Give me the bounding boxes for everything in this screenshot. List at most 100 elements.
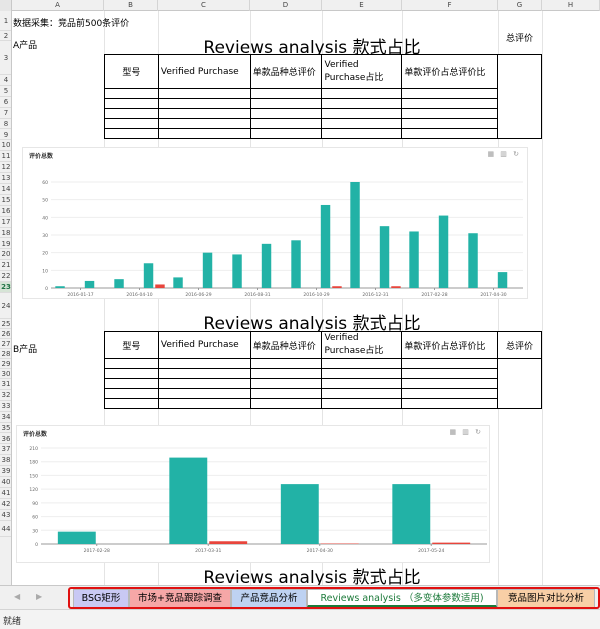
- row-header-16[interactable]: 16: [0, 206, 11, 217]
- column-header-b[interactable]: B: [104, 0, 158, 11]
- header-total[interactable]: 总评价: [497, 34, 542, 139]
- y-tick-label: 60: [42, 180, 48, 186]
- reviews-table-a[interactable]: 型号 Verified Purchase 单款品种总评价 Verified Pur…: [104, 34, 542, 139]
- tab-market-tracking[interactable]: 市场+竞品跟踪调查: [129, 589, 231, 607]
- y-tick-label: 120: [29, 487, 38, 493]
- product-b-label[interactable]: B产品: [13, 345, 38, 355]
- row-header-3[interactable]: 3: [0, 41, 11, 75]
- chart-a-toolbox-icons[interactable]: ▦ ▥ ↻: [487, 150, 521, 158]
- row-header-5[interactable]: 5: [0, 86, 11, 97]
- column-header-d[interactable]: D: [250, 0, 322, 11]
- x-tick-label: 2016-06-29: [185, 292, 211, 298]
- section-title-c[interactable]: Reviews analysis 款式占比: [203, 568, 421, 588]
- reviews-table-b[interactable]: 型号 Verified Purchase 单款品种总评价 Verified Pur…: [104, 331, 542, 409]
- row-header-2[interactable]: 2: [0, 31, 11, 41]
- row-header-7[interactable]: 7: [0, 108, 11, 119]
- row-header-12[interactable]: 12: [0, 163, 11, 174]
- row-header-25[interactable]: 25: [0, 320, 11, 329]
- column-header-c[interactable]: C: [158, 0, 250, 11]
- y-tick-label: 0: [45, 286, 48, 292]
- row-header-21[interactable]: 21: [0, 261, 11, 272]
- next-sheet-arrow-icon[interactable]: ▶: [36, 592, 43, 601]
- chart-a-plot: 0 10 20 30 40 50 60 2016-01-17 2016-04-10 2016-06…: [42, 180, 523, 298]
- reviews-bar-chart-b[interactable]: 评价总数 ▦ ▥ ↻ 0 30 60 90 120 150 180 210 2017-02-28…: [16, 425, 490, 563]
- reviews-bar-chart-a[interactable]: 评价总数 ▦ ▥ ↻ 0 10 20 30 40 50 60 2016-01-17 2016-0…: [22, 147, 528, 299]
- row-header-11[interactable]: 11: [0, 152, 11, 163]
- header-total[interactable]: 总评价: [497, 331, 542, 359]
- y-tick-label: 40: [42, 215, 48, 221]
- header-verified-ratio[interactable]: Verified Purchase占比: [321, 331, 403, 359]
- review-count-bar: [468, 233, 478, 288]
- row-header-6[interactable]: 6: [0, 97, 11, 108]
- row-header-33[interactable]: 33: [0, 401, 11, 412]
- row-header-15[interactable]: 15: [0, 195, 11, 206]
- review-count-bar: [291, 240, 301, 288]
- row-header-18[interactable]: 18: [0, 228, 11, 239]
- chart-b-toolbox-icons[interactable]: ▦ ▥ ↻: [449, 428, 483, 436]
- row-header-29[interactable]: 29: [0, 360, 11, 369]
- row-header-14[interactable]: 14: [0, 185, 11, 195]
- row-header-4[interactable]: 4: [0, 75, 11, 86]
- y-tick-label: 20: [42, 251, 48, 257]
- row-header-41[interactable]: 41: [0, 489, 11, 499]
- product-a-label[interactable]: A产品: [13, 41, 38, 51]
- row-header-27[interactable]: 27: [0, 340, 11, 349]
- row-header-35[interactable]: 35: [0, 423, 11, 434]
- row-header-20[interactable]: 20: [0, 250, 11, 261]
- row-header-8[interactable]: 8: [0, 119, 11, 130]
- header-model[interactable]: 型号: [104, 331, 159, 359]
- select-all-corner[interactable]: [0, 0, 12, 11]
- negative-review-bar: [432, 542, 471, 544]
- column-header-a[interactable]: A: [12, 0, 104, 11]
- row-header-31[interactable]: 31: [0, 380, 11, 390]
- row-header-39[interactable]: 39: [0, 467, 11, 478]
- column-header-f[interactable]: F: [402, 0, 498, 11]
- row-header-9[interactable]: 9: [0, 130, 11, 141]
- row-header-24[interactable]: 24: [0, 293, 11, 319]
- row-header-44[interactable]: 44: [0, 521, 11, 537]
- tab-image-comparison[interactable]: 竞品图片对比分析: [497, 589, 595, 607]
- row-header-17[interactable]: 17: [0, 217, 11, 228]
- row-header-26[interactable]: 26: [0, 330, 11, 339]
- section-title-b[interactable]: Reviews analysis 款式占比: [203, 314, 421, 334]
- row-header-42[interactable]: 42: [0, 499, 11, 510]
- header-review-ratio[interactable]: 单款评价占总评价比: [401, 54, 499, 89]
- header-total-reviews[interactable]: 单款品种总评价: [249, 54, 323, 89]
- row-header-38[interactable]: 38: [0, 456, 11, 467]
- tab-product-analysis[interactable]: 产品竞品分析: [231, 589, 307, 607]
- header-review-ratio[interactable]: 单款评价占总评价比: [401, 331, 499, 359]
- prev-sheet-arrow-icon[interactable]: ◀: [14, 592, 21, 601]
- column-header-e[interactable]: E: [322, 0, 402, 11]
- x-tick-label: 2017-05-24: [418, 548, 444, 554]
- header-verified-ratio[interactable]: Verified Purchase占比: [321, 54, 403, 89]
- row-header-28[interactable]: 28: [0, 350, 11, 359]
- row-header-40[interactable]: 40: [0, 478, 11, 488]
- header-verified[interactable]: Verified Purchase: [157, 331, 251, 359]
- row-header-32[interactable]: 32: [0, 390, 11, 401]
- section-title-a[interactable]: Reviews analysis 款式占比: [203, 38, 421, 58]
- row-header-13[interactable]: 13: [0, 174, 11, 184]
- column-header-h[interactable]: H: [542, 0, 600, 11]
- data-collection-note[interactable]: 数据采集：竞品前500条评价: [13, 19, 130, 29]
- review-count-bar: [143, 263, 154, 288]
- row-header-1[interactable]: 1: [0, 11, 11, 31]
- row-header-37[interactable]: 37: [0, 445, 11, 456]
- row-header-43[interactable]: 43: [0, 510, 11, 521]
- row-header-36[interactable]: 36: [0, 434, 11, 445]
- tab-bsg-matrix[interactable]: BSG矩形: [73, 589, 129, 607]
- header-total-reviews[interactable]: 单款品种总评价: [249, 331, 323, 359]
- row-header-19[interactable]: 19: [0, 239, 11, 250]
- row-header-23[interactable]: 23: [0, 282, 11, 293]
- review-count-bar: [280, 484, 319, 544]
- tab-reviews-analysis[interactable]: Reviews analysis （多变体参数适用): [307, 589, 497, 607]
- row-header-30[interactable]: 30: [0, 370, 11, 379]
- row-header-10[interactable]: 10: [0, 141, 11, 152]
- worksheet-grid[interactable]: 数据采集：竞品前500条评价 Reviews analysis 款式占比 A产品…: [12, 11, 600, 589]
- row-header-22[interactable]: 22: [0, 272, 11, 283]
- column-header-g[interactable]: G: [498, 0, 542, 11]
- header-verified[interactable]: Verified Purchase: [157, 54, 251, 89]
- header-model[interactable]: 型号: [104, 54, 159, 89]
- row-header-34[interactable]: 34: [0, 412, 11, 423]
- row-header-bar: 1 2 3 4 5 6 7 8 9 10 11 12 13 14 15 16 17 18 19 20 21 22 23 24 2…: [0, 11, 12, 589]
- negative-review-bar: [391, 286, 401, 288]
